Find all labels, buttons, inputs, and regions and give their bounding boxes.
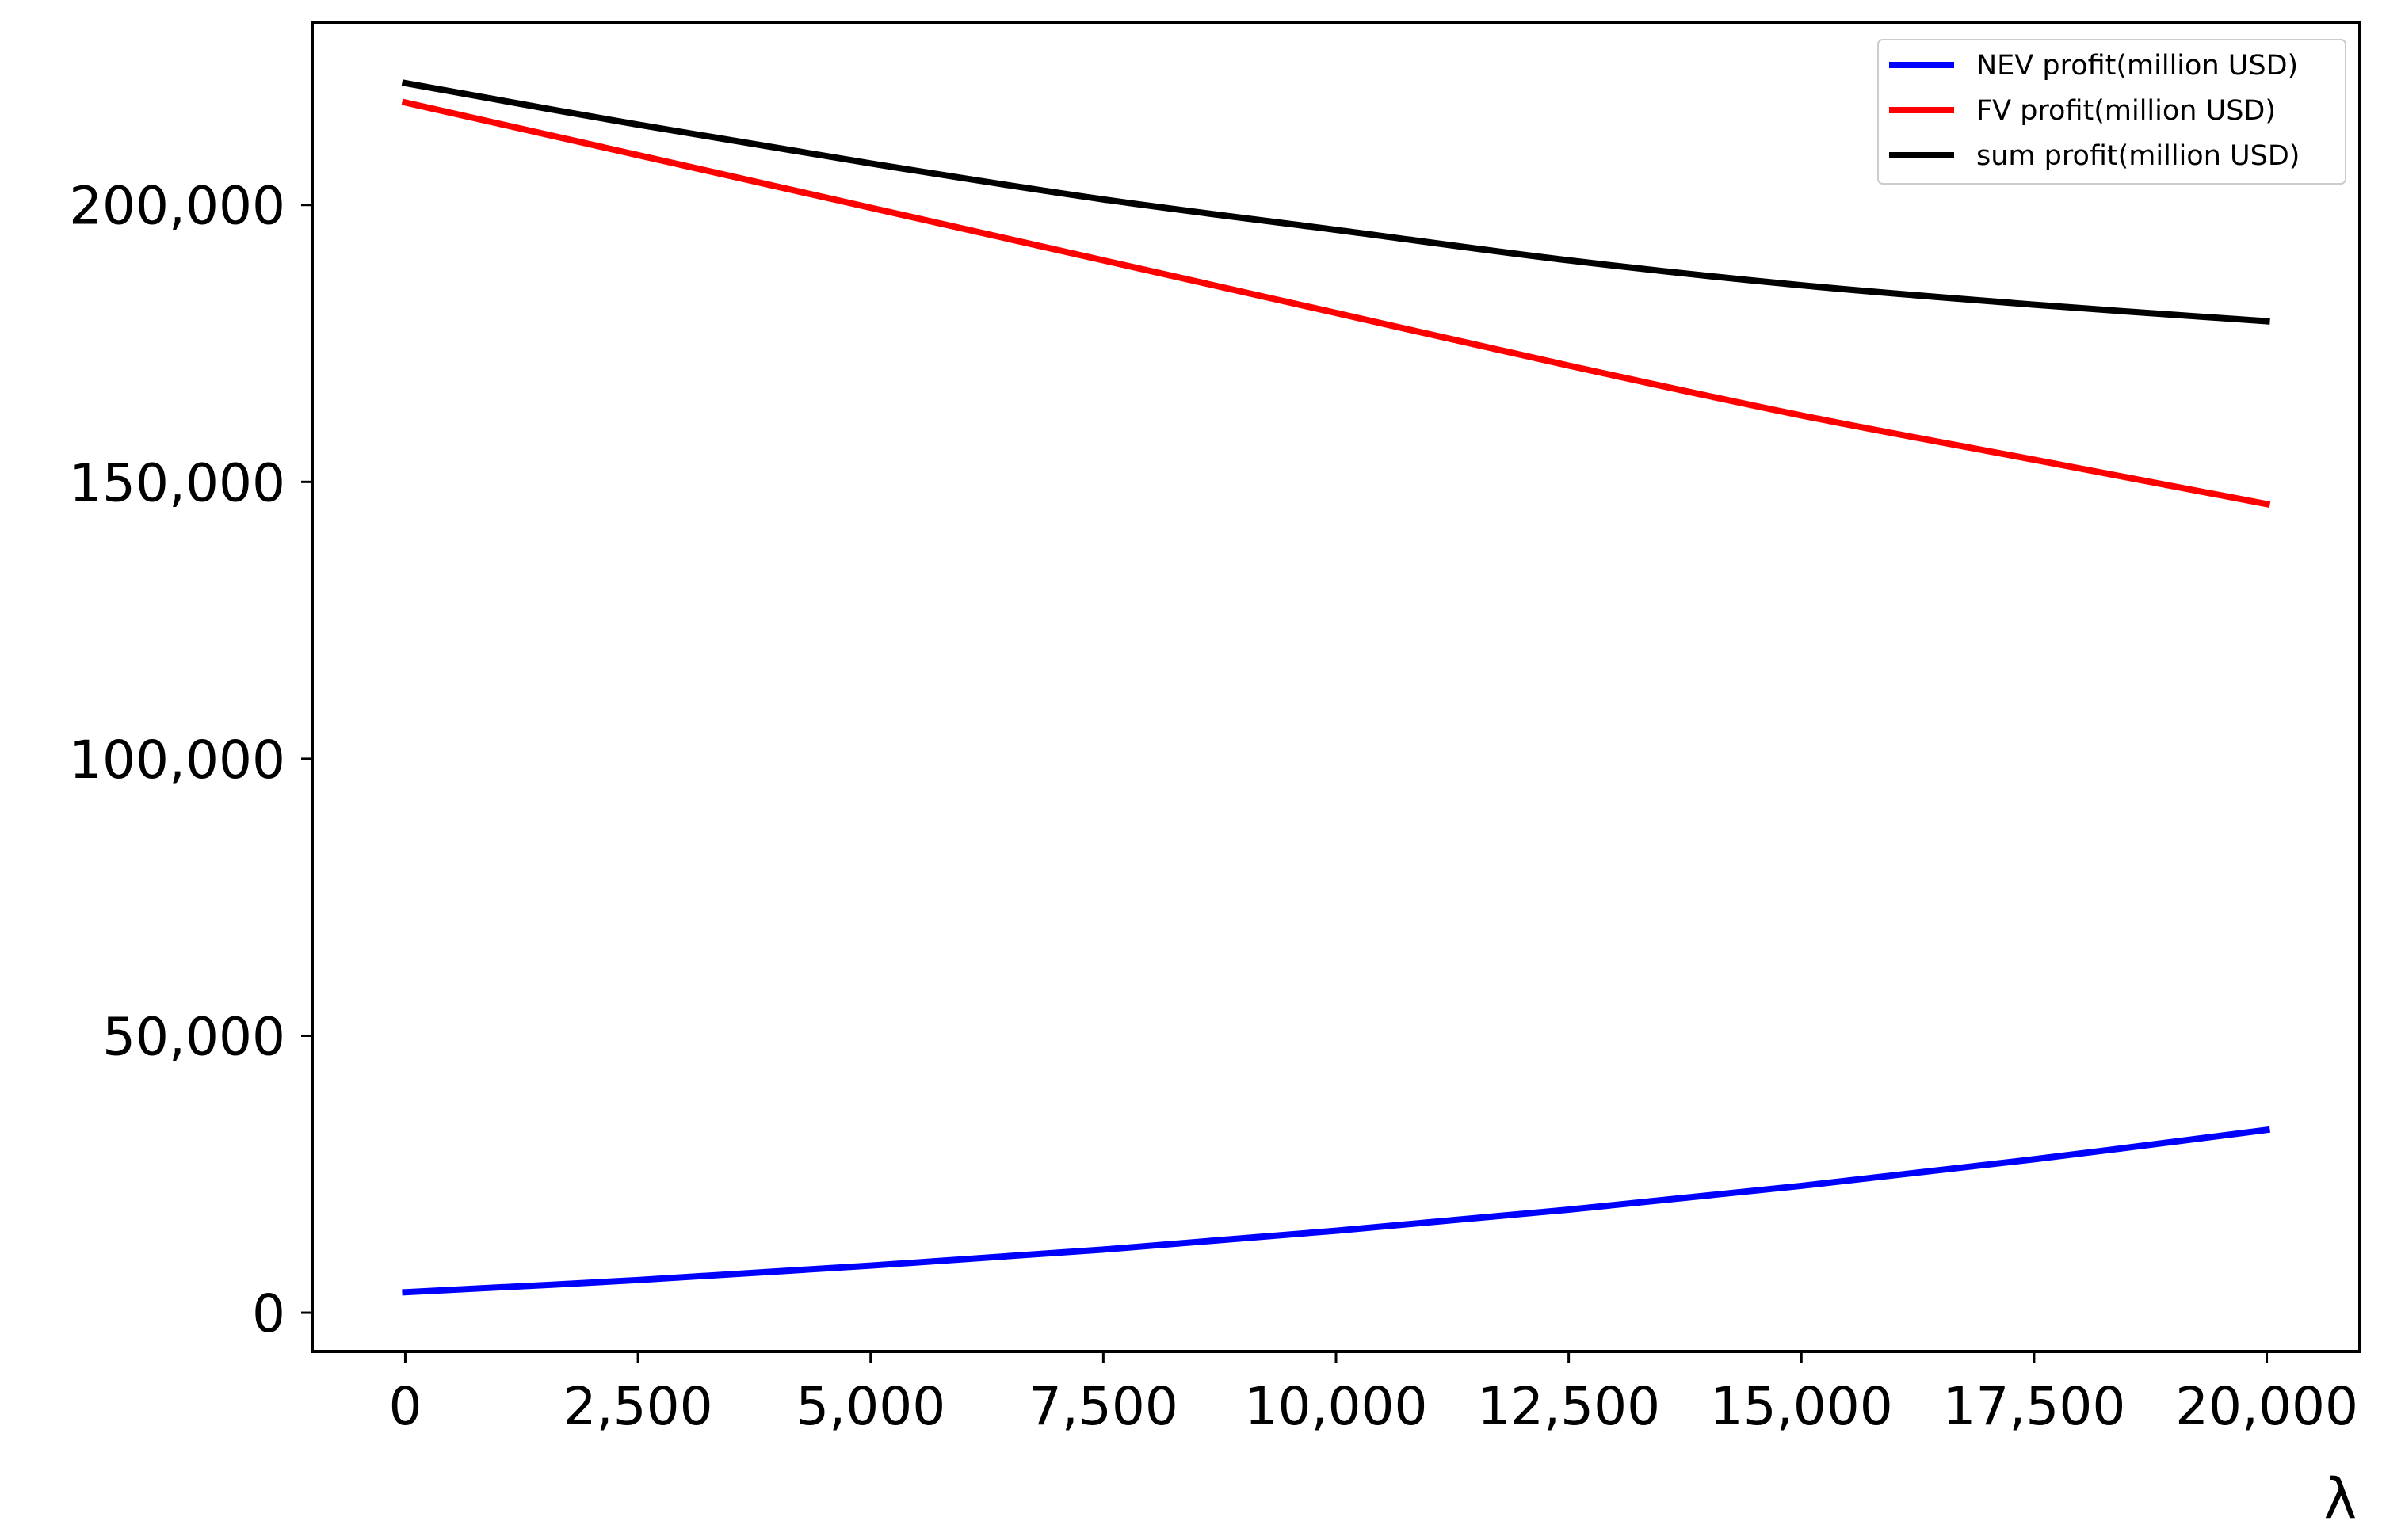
y-tick-label: 200,000: [69, 176, 285, 237]
y-tick-label: 150,000: [69, 452, 285, 513]
series-line-2: [401, 79, 2270, 325]
x-tick-label: 0: [388, 1376, 422, 1437]
legend-label: FV profit(million USD): [1976, 95, 2276, 127]
x-tick-label: 2,500: [563, 1376, 713, 1437]
x-axis-title: λ: [2324, 1466, 2357, 1531]
y-tick-label: 0: [252, 1283, 285, 1344]
x-axis-ticks: 0 2,500 5,000 7,500 10,000 12,500 15,000 17,500…: [388, 1351, 2358, 1437]
legend-label: NEV profit(million USD): [1976, 50, 2298, 82]
x-tick-label: 20,000: [2175, 1376, 2358, 1437]
legend: NEV profit(million USD) FV profit(million…: [1877, 39, 2346, 185]
y-tick-label: 50,000: [102, 1006, 285, 1067]
x-tick-label: 15,000: [1710, 1376, 1893, 1437]
series-line-0: [402, 1126, 2271, 1296]
x-tick-label: 7,500: [1029, 1376, 1178, 1437]
x-tick-label: 5,000: [796, 1376, 945, 1437]
legend-box: [1877, 39, 2346, 185]
legend-label: sum profit(million USD): [1976, 140, 2300, 172]
series-line-1: [401, 98, 2271, 508]
series-layer: [401, 79, 2271, 1296]
x-tick-label: 17,500: [1942, 1376, 2125, 1437]
x-tick-label: 10,000: [1245, 1376, 1428, 1437]
y-tick-label: 100,000: [69, 730, 285, 791]
x-tick-label: 12,500: [1477, 1376, 1660, 1437]
y-axis-ticks: 0 50,000 100,000 150,000 200,000: [69, 176, 312, 1344]
plot-frame: [311, 21, 2361, 1353]
